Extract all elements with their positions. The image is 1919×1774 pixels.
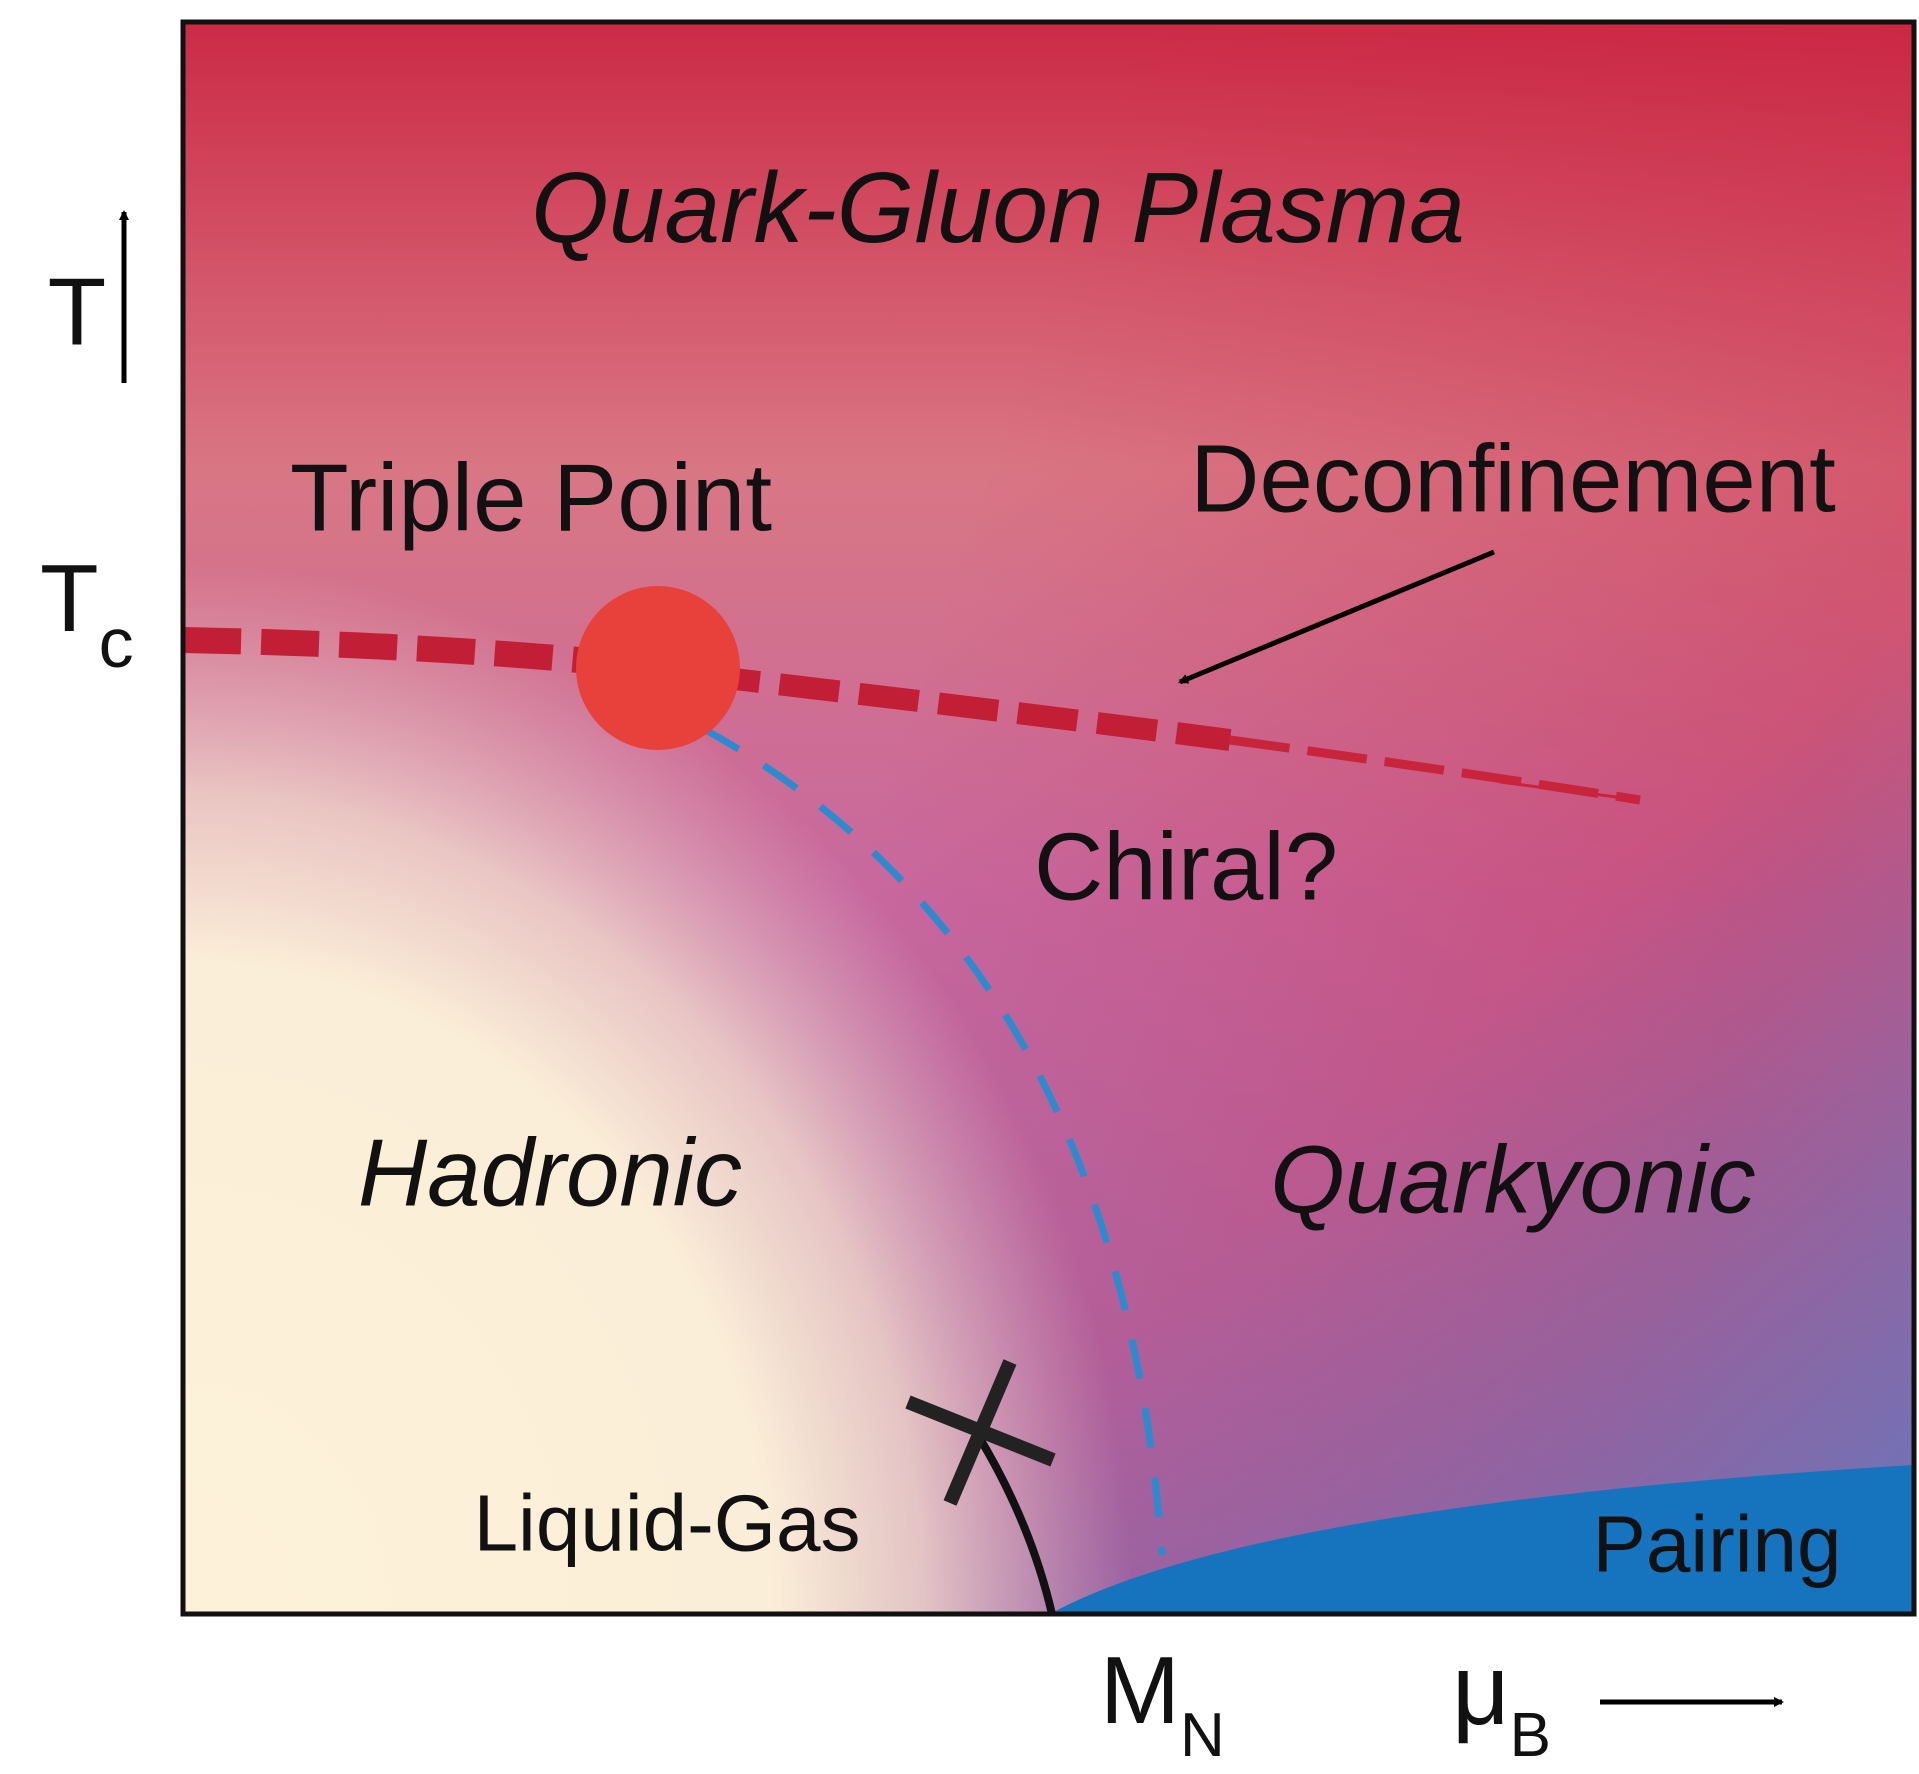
mn-label: MN: [1100, 1637, 1225, 1770]
tc-sub: c: [99, 604, 134, 682]
region-label: Quark-Gluon Plasma: [531, 152, 1465, 264]
pairing-area: [1050, 1465, 1914, 1614]
frame: [180, 19, 1917, 1617]
region-label: Hadronic: [358, 1120, 742, 1227]
region-label: Pairing: [1592, 1500, 1841, 1589]
hadronic-area: [183, 22, 1914, 1614]
annotation: Liquid-Gas: [474, 1479, 861, 1568]
x-axis-label: μB: [1452, 1634, 1551, 1770]
deconfinement-line: [698, 664, 1232, 751]
annotation: Deconfinement: [1190, 426, 1836, 533]
annotation: Triple Point: [290, 445, 772, 552]
x-label-sub: B: [1510, 1701, 1551, 1770]
liquid-gas-line: [972, 1429, 1056, 1615]
background: [183, 22, 1914, 1614]
labels: Quark-Gluon Plasma Triple Point Deconfin…: [290, 152, 1842, 1589]
critical-point-cross: [943, 1359, 1017, 1506]
y-axis-label: T: [48, 259, 107, 366]
tc-label: Tc: [40, 545, 134, 683]
mn-sub: N: [1180, 1701, 1225, 1770]
x-label-base: μ: [1452, 1634, 1510, 1746]
phase-lines: [182, 549, 1641, 1615]
annotation: Chiral?: [1034, 814, 1338, 921]
region-label: Quarkyonic: [1270, 1127, 1756, 1234]
mn-base: M: [1100, 1637, 1180, 1744]
triple-point: [576, 586, 740, 750]
deconfinement-tail: [1499, 780, 1641, 802]
axes: T Tc MN μB: [40, 210, 1784, 1770]
deconfinement-arrow: [1178, 549, 1495, 685]
tc-base: T: [40, 545, 99, 652]
